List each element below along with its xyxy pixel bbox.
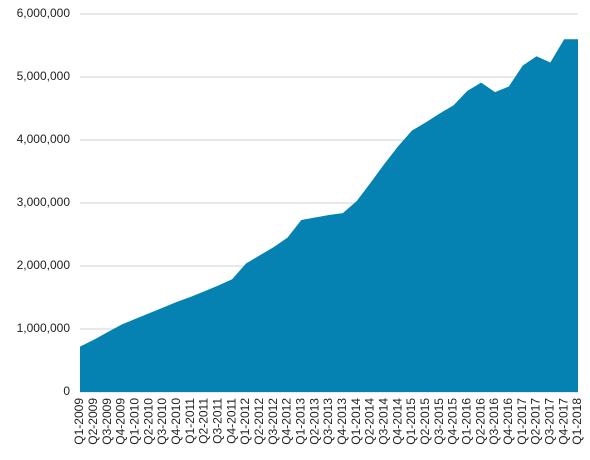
x-tick-label: Q3-2013: [321, 398, 335, 445]
x-tick-label: Q2-2012: [252, 398, 266, 445]
x-tick-label: Q3-2016: [487, 398, 501, 445]
y-tick-label: 0: [63, 384, 70, 398]
x-tick-label: Q4-2013: [335, 398, 349, 445]
x-tick-label: Q4-2014: [390, 398, 404, 445]
x-tick-label: Q3-2011: [211, 398, 225, 444]
x-tick-label: Q3-2017: [543, 398, 557, 445]
x-tick-label: Q4-2010: [169, 398, 183, 445]
y-tick-label: 4,000,000: [17, 132, 71, 146]
y-tick-label: 2,000,000: [17, 258, 71, 272]
x-tick-label: Q1-2011: [183, 398, 197, 444]
x-tick-label: Q2-2011: [197, 398, 211, 444]
x-tick-label: Q2-2015: [418, 398, 432, 445]
x-tick-label: Q4-2017: [556, 398, 570, 445]
x-tick-label: Q4-2015: [446, 398, 460, 445]
x-tick-label: Q2-2010: [141, 398, 155, 445]
x-tick-label: Q1-2016: [460, 398, 474, 445]
area: [80, 39, 578, 392]
x-tick-label: Q4-2009: [114, 398, 128, 445]
x-tick-label: Q1-2013: [294, 398, 308, 445]
x-tick-label: Q3-2012: [266, 398, 280, 445]
x-tick-label: Q1-2017: [515, 398, 529, 445]
x-tick-label: Q2-2017: [529, 398, 543, 445]
x-tick-label: Q1-2009: [72, 398, 86, 445]
x-tick-label: Q1-2014: [349, 398, 363, 445]
x-tick-label: Q2-2014: [363, 398, 377, 445]
x-tick-label: Q2-2009: [86, 398, 100, 445]
x-tick-label: Q3-2010: [155, 398, 169, 445]
x-tick-label: Q3-2009: [100, 398, 114, 445]
y-tick-label: 5,000,000: [17, 69, 71, 83]
x-tick-label: Q1-2018: [570, 398, 584, 445]
x-tick-label: Q1-2012: [238, 398, 252, 445]
x-tick-label: Q1-2015: [404, 398, 418, 445]
y-tick-label: 3,000,000: [17, 195, 71, 209]
y-tick-label: 6,000,000: [17, 6, 71, 20]
x-tick-label: Q4-2011: [224, 398, 238, 444]
x-tick-label: Q3-2015: [432, 398, 446, 445]
y-tick-label: 1,000,000: [17, 321, 71, 335]
x-tick-label: Q4-2012: [280, 398, 294, 445]
x-tick-label: Q1-2010: [128, 398, 142, 445]
x-tick-label: Q3-2014: [377, 398, 391, 445]
x-tick-label: Q4-2016: [501, 398, 515, 445]
x-tick-label: Q2-2016: [473, 398, 487, 445]
x-tick-label: Q2-2013: [307, 398, 321, 445]
